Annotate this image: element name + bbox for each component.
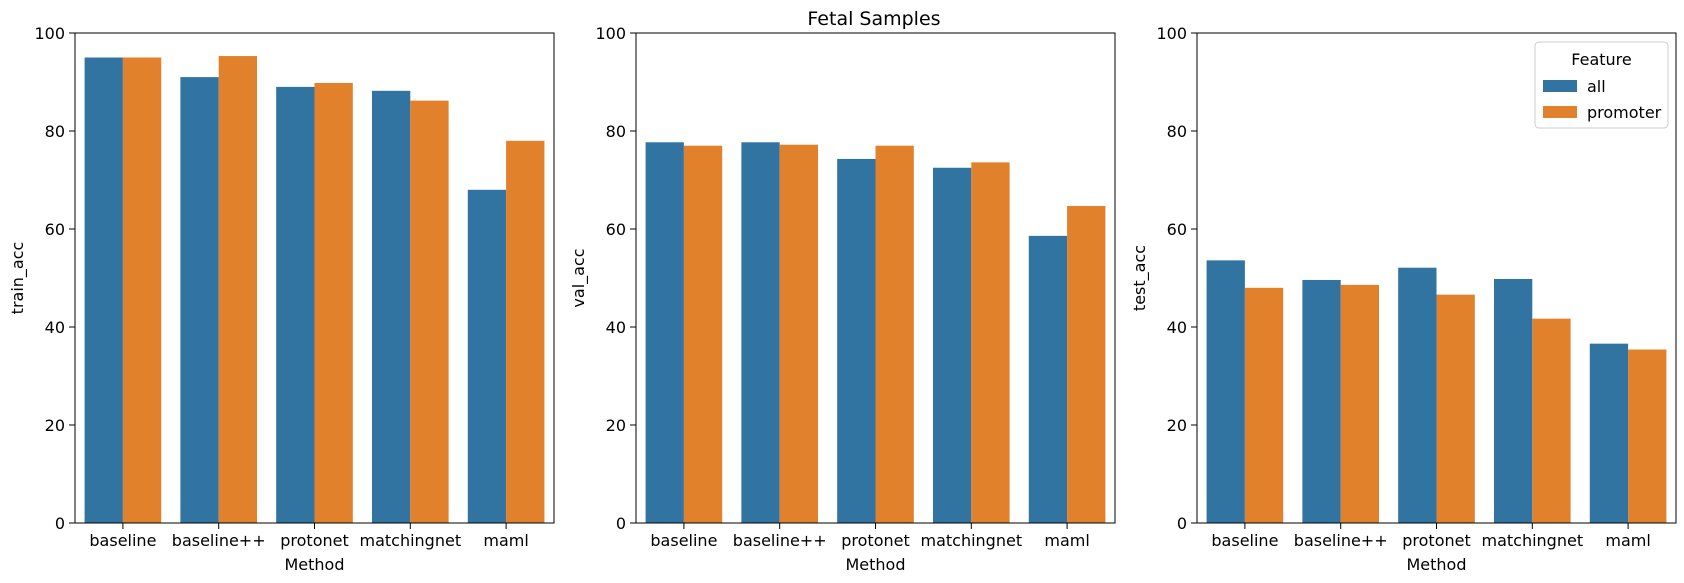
- bar-all-baseline: [645, 142, 684, 523]
- bar-promoter-maml: [1628, 349, 1667, 523]
- bar-promoter-matchingnet: [410, 100, 449, 524]
- x-tick-label: maml: [483, 531, 528, 550]
- x-tick-label: matchingnet: [1481, 531, 1583, 550]
- x-tick-label: maml: [1044, 531, 1089, 550]
- bar-all-matchingnet: [1493, 278, 1533, 523]
- x-tick-label: maml: [1605, 531, 1650, 550]
- legend-title: Feature: [1571, 50, 1631, 69]
- x-tick-label: baseline: [89, 531, 156, 550]
- bar-all-baseline++: [180, 77, 219, 523]
- y-tick-label: 100: [595, 24, 626, 43]
- bar-all-baseline++: [741, 142, 780, 523]
- y-tick-label: 0: [55, 514, 65, 533]
- y-tick-label: 80: [45, 122, 65, 141]
- y-tick-label: 100: [34, 24, 65, 43]
- x-tick-label: baseline++: [1294, 531, 1388, 550]
- y-tick-label: 20: [606, 416, 626, 435]
- x-axis-label: Method: [845, 555, 905, 574]
- legend-label-all: all: [1587, 77, 1606, 96]
- y-tick-label: 40: [45, 318, 65, 337]
- x-axis-label: Method: [1406, 555, 1466, 574]
- bar-promoter-matchingnet: [1532, 318, 1571, 523]
- bar-all-baseline: [84, 57, 123, 523]
- y-tick-label: 60: [1167, 220, 1187, 239]
- x-tick-label: protonet: [1402, 531, 1471, 550]
- figure-title: Fetal Samples: [807, 8, 940, 30]
- y-tick-label: 40: [606, 318, 626, 337]
- chart-panel-2: 0 20 40 60 80 100 baseline baseline++ protonet ma…: [569, 24, 1116, 574]
- y-axis-label: test_acc: [1130, 245, 1150, 311]
- x-tick-label: matchingnet: [359, 531, 461, 550]
- bar-all-matchingnet: [371, 90, 411, 523]
- y-tick-label: 60: [45, 220, 65, 239]
- legend-swatch-promoter: [1543, 106, 1577, 118]
- bar-all-maml: [1589, 343, 1629, 523]
- bar-promoter-maml: [1067, 205, 1106, 523]
- y-axis-label: train_acc: [8, 242, 28, 315]
- bar-all-maml: [467, 189, 507, 524]
- chart-panel-3: 0 20 40 60 80 100 baseline baseline++ protonet ma…: [1130, 24, 1677, 574]
- bar-promoter-baseline++: [1340, 284, 1380, 523]
- legend: Feature all promoter: [1534, 41, 1669, 129]
- x-tick-label: protonet: [280, 531, 349, 550]
- x-tick-label: baseline++: [172, 531, 266, 550]
- bar-promoter-matchingnet: [971, 162, 1010, 524]
- y-tick-label: 80: [1167, 122, 1187, 141]
- bar-promoter-protonet: [875, 145, 914, 523]
- charts: 0 20 40 60 80 100 baseline baseline++ protonet ma…: [8, 24, 1677, 574]
- bar-promoter-baseline++: [779, 144, 819, 523]
- bar-all-matchingnet: [932, 167, 972, 523]
- x-tick-label: matchingnet: [920, 531, 1022, 550]
- x-tick-label: baseline: [650, 531, 717, 550]
- bar-all-protonet: [1398, 267, 1437, 523]
- y-tick-label: 40: [1167, 318, 1187, 337]
- y-tick-label: 0: [1177, 514, 1187, 533]
- x-axis-label: Method: [284, 555, 344, 574]
- bar-all-baseline++: [1302, 279, 1341, 523]
- bar-promoter-baseline: [1244, 287, 1284, 523]
- x-tick-label: protonet: [841, 531, 910, 550]
- y-axis-label: val_acc: [569, 248, 589, 307]
- chart-panel-1: 0 20 40 60 80 100 baseline baseline++ protonet ma…: [8, 24, 555, 574]
- bar-promoter-maml: [506, 140, 545, 524]
- bar-all-baseline: [1206, 260, 1245, 523]
- bar-promoter-baseline: [683, 145, 723, 523]
- bar-all-protonet: [837, 158, 876, 523]
- y-tick-label: 100: [1156, 24, 1187, 43]
- bar-promoter-baseline: [122, 57, 162, 523]
- bar-promoter-baseline++: [218, 56, 258, 523]
- y-tick-label: 20: [1167, 416, 1187, 435]
- y-tick-label: 60: [606, 220, 626, 239]
- y-tick-label: 20: [45, 416, 65, 435]
- x-tick-label: baseline++: [733, 531, 827, 550]
- y-tick-label: 80: [606, 122, 626, 141]
- legend-swatch-all: [1543, 80, 1577, 92]
- y-tick-label: 0: [616, 514, 626, 533]
- legend-label-promoter: promoter: [1587, 103, 1662, 122]
- bar-all-protonet: [276, 86, 315, 524]
- bar-promoter-protonet: [1436, 294, 1475, 523]
- bar-promoter-protonet: [314, 82, 353, 523]
- bar-all-maml: [1028, 235, 1068, 524]
- x-tick-label: baseline: [1211, 531, 1278, 550]
